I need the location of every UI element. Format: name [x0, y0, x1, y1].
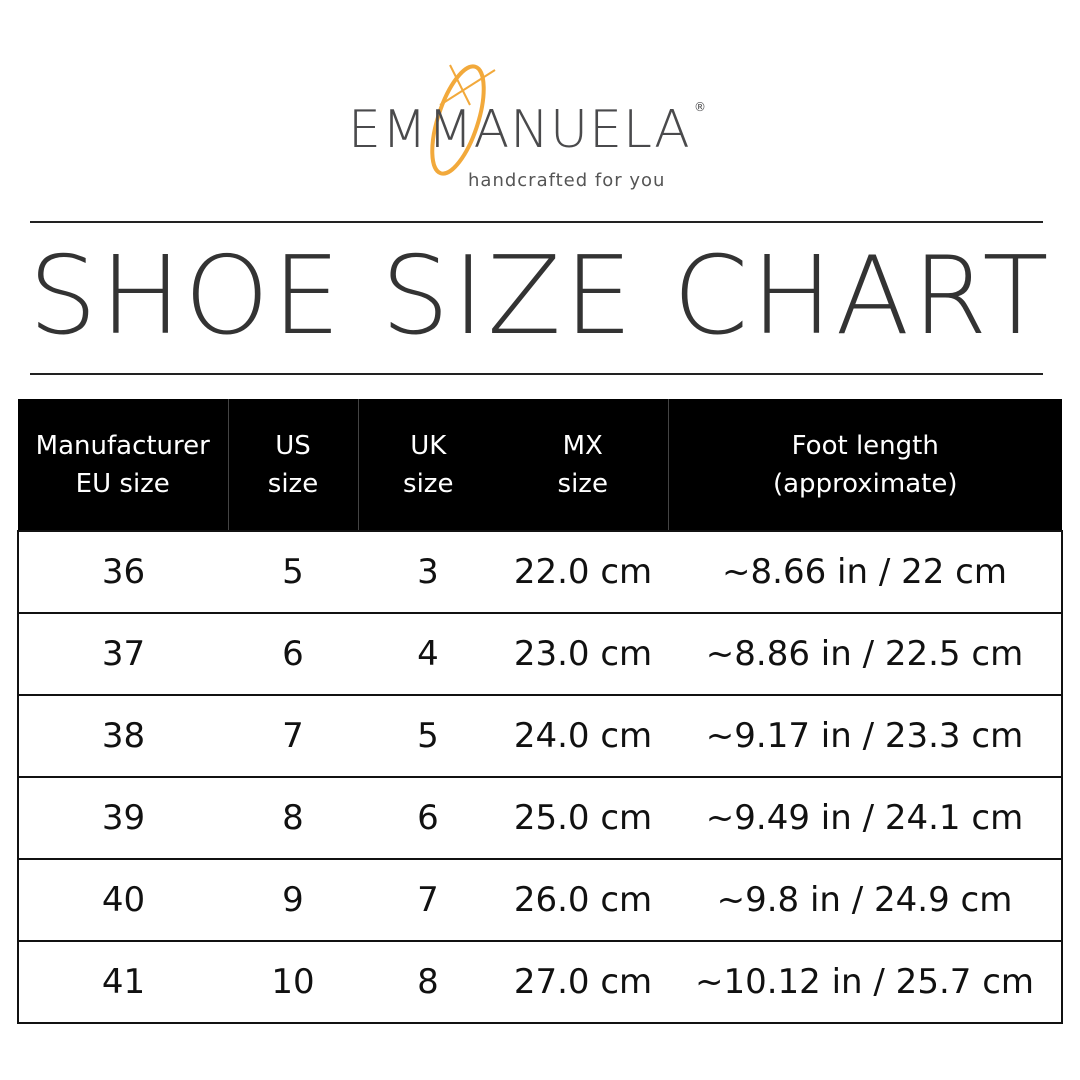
bottom-divider [30, 373, 1043, 375]
cell-mx: 24.0 cm [498, 694, 668, 777]
cell-mx: 22.0 cm [498, 530, 668, 613]
header-mx: MX size [498, 399, 669, 531]
cell-mx: 26.0 cm [498, 858, 668, 941]
brand-name: EMMANUELA [348, 100, 691, 160]
header-uk: UK size [358, 399, 498, 531]
table-row: 41 10 8 27.0 cm ~10.12 in / 25.7 cm [17, 940, 1063, 1024]
cell-us: 10 [228, 940, 358, 1024]
cell-us: 7 [228, 694, 358, 777]
cell-foot-length: ~10.12 in / 25.7 cm [668, 940, 1063, 1024]
top-divider [30, 221, 1043, 223]
cell-uk: 8 [358, 940, 498, 1024]
table-row: 37 6 4 23.0 cm ~8.86 in / 22.5 cm [17, 612, 1063, 695]
cell-mx: 25.0 cm [498, 776, 668, 859]
cell-us: 9 [228, 858, 358, 941]
table-row: 40 9 7 26.0 cm ~9.8 in / 24.9 cm [17, 858, 1063, 941]
registered-mark: ® [694, 100, 706, 114]
cell-foot-length: ~8.66 in / 22 cm [668, 530, 1063, 613]
cell-uk: 7 [358, 858, 498, 941]
header-eu: Manufacturer EU size [18, 399, 229, 531]
cell-eu: 40 [17, 858, 228, 941]
cell-mx: 23.0 cm [498, 612, 668, 695]
brand-logo: EMMANUELA ® handcrafted for you [340, 60, 720, 195]
size-table: Manufacturer EU size US size UK size MX size… [17, 399, 1063, 1024]
cell-uk: 6 [358, 776, 498, 859]
page-title: SHOE SIZE CHART [28, 234, 1052, 359]
cell-eu: 37 [17, 612, 228, 695]
cell-eu: 41 [17, 940, 228, 1024]
header-us: US size [228, 399, 359, 531]
cell-us: 6 [228, 612, 358, 695]
cell-mx: 27.0 cm [498, 940, 668, 1024]
brand-tagline: handcrafted for you [468, 170, 666, 191]
cell-eu: 38 [17, 694, 228, 777]
cell-foot-length: ~9.8 in / 24.9 cm [668, 858, 1063, 941]
cell-foot-length: ~9.17 in / 23.3 cm [668, 694, 1063, 777]
cell-eu: 36 [17, 530, 228, 613]
cell-us: 5 [228, 530, 358, 613]
cell-uk: 5 [358, 694, 498, 777]
cell-us: 8 [228, 776, 358, 859]
table-header-row: Manufacturer EU size US size UK size MX size… [18, 399, 1062, 531]
cell-foot-length: ~8.86 in / 22.5 cm [668, 612, 1063, 695]
table-row: 39 8 6 25.0 cm ~9.49 in / 24.1 cm [17, 776, 1063, 859]
header-foot-length: Foot length (approximate) [668, 399, 1062, 531]
table-row: 38 7 5 24.0 cm ~9.17 in / 23.3 cm [17, 694, 1063, 777]
table-row: 36 5 3 22.0 cm ~8.66 in / 22 cm [17, 530, 1063, 613]
cell-foot-length: ~9.49 in / 24.1 cm [668, 776, 1063, 859]
cell-uk: 3 [358, 530, 498, 613]
logo-swirl-icon [430, 64, 496, 176]
cell-uk: 4 [358, 612, 498, 695]
cell-eu: 39 [17, 776, 228, 859]
